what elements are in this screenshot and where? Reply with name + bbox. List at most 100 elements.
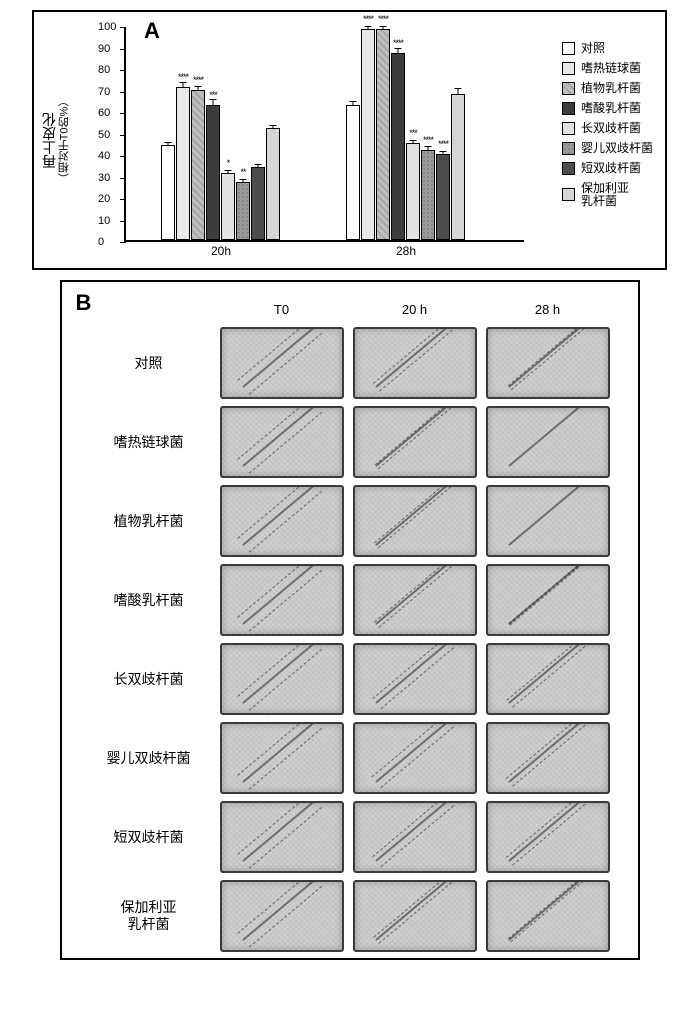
scratch-thumb [486, 485, 610, 557]
y-tick-label: 70 [98, 86, 110, 98]
y-tick-label: 90 [98, 43, 110, 55]
bar: **** [361, 29, 375, 240]
scratch-thumb [486, 722, 610, 794]
legend-swatch [562, 42, 575, 55]
scratch-thumb [220, 643, 344, 715]
y-tick-label: 10 [98, 215, 110, 227]
legend-label: 嗜酸乳杆菌 [581, 102, 641, 115]
bar [346, 105, 360, 240]
bar: **** [421, 150, 435, 240]
bar: **** [191, 90, 205, 241]
row-label: 嗜酸乳杆菌 [114, 592, 184, 609]
legend-swatch [562, 62, 575, 75]
panel-a: A 再上皮化 （相对于T0的%） 0102030405060708090100*… [32, 10, 667, 270]
y-axis-label: 再上皮化 （相对于T0的%） [42, 96, 73, 185]
scratch-thumb [353, 406, 477, 478]
scratch-thumb [220, 801, 344, 873]
significance-stars: *** [209, 90, 217, 100]
bar: **** [376, 29, 390, 240]
legend-item: 植物乳杆菌 [562, 82, 653, 95]
scratch-thumb [220, 722, 344, 794]
scratch-thumb [353, 485, 477, 557]
image-grid: T020 h28 h对照嗜热链球菌植物乳杆菌嗜酸乳杆菌长双歧杆菌婴儿双歧杆菌短双… [84, 298, 626, 954]
legend-item: 嗜热链球菌 [562, 62, 653, 75]
x-axis-label: 20h [211, 244, 231, 258]
row-label: 植物乳杆菌 [114, 513, 184, 530]
legend-item: 婴儿双歧杆菌 [562, 142, 653, 155]
significance-stars: * [227, 158, 230, 168]
scratch-thumb [486, 801, 610, 873]
bar: *** [206, 105, 220, 240]
y-tick-label: 80 [98, 64, 110, 76]
row-label: 婴儿双歧杆菌 [107, 750, 191, 767]
scratch-thumb [353, 880, 477, 952]
scratch-thumb [220, 327, 344, 399]
legend-item: 保加利亚 乳杆菌 [562, 182, 653, 207]
y-tick [120, 113, 126, 114]
legend-swatch [562, 188, 575, 201]
col-header: 28 h [535, 298, 560, 322]
scratch-thumb [486, 564, 610, 636]
significance-stars: **** [193, 75, 203, 85]
scratch-thumb [220, 406, 344, 478]
legend-swatch [562, 82, 575, 95]
y-tick-label: 20 [98, 193, 110, 205]
y-tick-label: 100 [98, 21, 116, 33]
scratch-thumb [220, 485, 344, 557]
legend-label: 保加利亚 乳杆菌 [581, 182, 629, 207]
legend-label: 长双歧杆菌 [581, 122, 641, 135]
panel-b: B T020 h28 h对照嗜热链球菌植物乳杆菌嗜酸乳杆菌长双歧杆菌婴儿双歧杆菌… [60, 280, 640, 960]
legend-label: 对照 [581, 42, 605, 55]
bar: ** [236, 182, 250, 240]
bar-group: ************** [161, 87, 280, 240]
significance-stars: *** [409, 128, 417, 138]
y-tick-label: 40 [98, 150, 110, 162]
row-label: 嗜热链球菌 [114, 434, 184, 451]
y-tick [120, 178, 126, 179]
significance-stars: **** [423, 135, 433, 145]
scratch-thumb [353, 327, 477, 399]
scratch-thumb [220, 880, 344, 952]
y-tick [120, 49, 126, 50]
scratch-thumb [486, 643, 610, 715]
bar [266, 128, 280, 240]
bar-group: *********************** [346, 29, 465, 240]
legend-item: 短双歧杆菌 [562, 162, 653, 175]
significance-stars: **** [393, 38, 403, 48]
y-tick-label: 30 [98, 172, 110, 184]
scratch-thumb [353, 564, 477, 636]
y-tick [120, 199, 126, 200]
significance-stars: ** [240, 167, 245, 177]
significance-stars: **** [378, 14, 388, 24]
legend-swatch [562, 142, 575, 155]
significance-stars: **** [178, 72, 188, 82]
legend-item: 长双歧杆菌 [562, 122, 653, 135]
legend-swatch [562, 122, 575, 135]
y-tick-label: 0 [98, 236, 104, 248]
legend-label: 植物乳杆菌 [581, 82, 641, 95]
bar: * [221, 173, 235, 240]
row-label: 对照 [135, 355, 163, 372]
legend-swatch [562, 162, 575, 175]
bar: *** [406, 143, 420, 240]
panel-b-letter: B [76, 290, 92, 316]
y-tick [120, 242, 126, 243]
scratch-thumb [486, 327, 610, 399]
bar [451, 94, 465, 240]
significance-stars: **** [438, 139, 448, 149]
scratch-thumb [353, 801, 477, 873]
significance-stars: **** [363, 14, 373, 24]
row-label: 短双歧杆菌 [114, 829, 184, 846]
bar-chart: 0102030405060708090100**************20h*… [124, 27, 524, 242]
legend-label: 短双歧杆菌 [581, 162, 641, 175]
y-axis-main: 再上皮化 [41, 112, 57, 168]
legend-swatch [562, 102, 575, 115]
scratch-thumb [220, 564, 344, 636]
y-tick [120, 27, 126, 28]
bar: **** [391, 53, 405, 240]
y-tick [120, 221, 126, 222]
y-tick [120, 92, 126, 93]
y-tick-label: 50 [98, 129, 110, 141]
row-label: 长双歧杆菌 [114, 671, 184, 688]
y-tick [120, 156, 126, 157]
